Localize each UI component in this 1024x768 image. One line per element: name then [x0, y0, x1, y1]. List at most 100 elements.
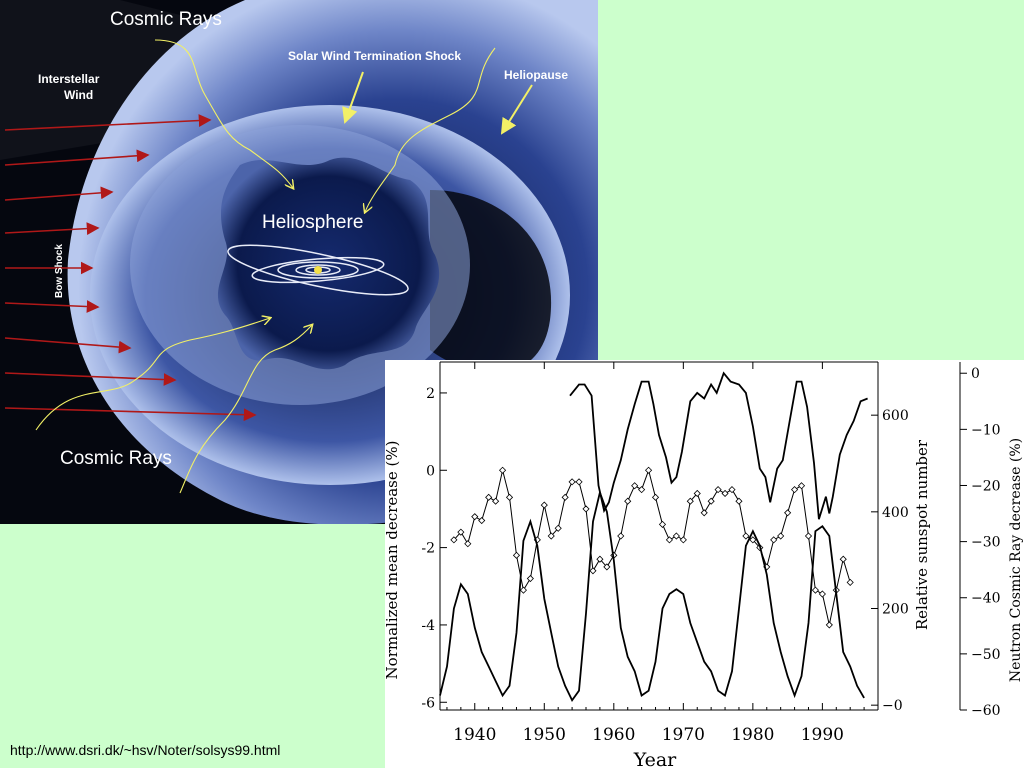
series-2-point — [686, 497, 694, 505]
series-2-point — [464, 540, 472, 548]
series-2-point — [617, 532, 625, 540]
interstellar-label-line2: Wind — [64, 88, 93, 102]
sun-icon — [314, 266, 322, 274]
sunspot-axis-ticks: 600 400 200 −0 — [871, 408, 909, 714]
x-axis-label: Year — [633, 749, 677, 768]
series-2-point — [791, 486, 799, 494]
solar-cycle-chart: 1940 1950 1960 1970 1980 1990 2 0 -2 -4 -6 600 400… — [385, 360, 1024, 768]
series-2-point — [554, 524, 562, 532]
series-2-point — [547, 532, 555, 540]
x-tick-label: 1940 — [453, 725, 496, 745]
series-2-point — [693, 489, 701, 498]
series-2-point — [505, 493, 514, 501]
sunspot-tick-label: 400 — [882, 505, 909, 521]
series-2-point — [471, 513, 479, 521]
series-2-point — [728, 486, 736, 494]
series-2-point — [526, 574, 534, 583]
series-2-point — [846, 578, 854, 586]
x-tick-label: 1990 — [801, 725, 844, 745]
neutron-tick-label: −30 — [971, 535, 1001, 551]
cosmic-rays-top-label: Cosmic Rays — [110, 9, 222, 30]
series-2-point — [818, 590, 826, 598]
series-2-point — [603, 563, 611, 571]
series-2-point — [589, 567, 597, 575]
series-2-point — [624, 497, 632, 505]
neutron-tick-label: −40 — [971, 591, 1001, 607]
series-2-point — [568, 478, 576, 486]
x-tick-label: 1980 — [731, 725, 774, 745]
series-2-line — [453, 468, 851, 626]
series-2-point — [651, 493, 660, 501]
series-2-point — [784, 509, 792, 517]
series-2-point — [770, 536, 778, 544]
chart-canvas: 1940 1950 1960 1970 1980 1990 2 0 -2 -4 -6 600 400… — [385, 361, 1024, 768]
series-2-point — [672, 532, 680, 540]
series-2-point — [804, 532, 813, 540]
series-2-point — [811, 586, 819, 594]
neutron-tick-label: −60 — [971, 703, 1001, 719]
series-layer — [439, 371, 868, 703]
series-2-point — [839, 555, 847, 563]
sunspot-tick-label: 200 — [882, 602, 909, 618]
cosmic-ray-paths — [35, 39, 496, 494]
series-2-point — [631, 482, 639, 490]
neutron-tick-label: 0 — [971, 366, 980, 382]
left-tick-label: 2 — [426, 386, 435, 402]
series-1-line — [569, 371, 868, 520]
series-2-point — [700, 509, 708, 517]
left-tick-label: 0 — [426, 463, 435, 479]
series-2-point — [478, 516, 486, 525]
heliosphere-core — [217, 157, 440, 370]
interstellar-wind-arrows — [4, 114, 257, 422]
solar-system-orbits — [227, 244, 409, 296]
plot-frame — [439, 361, 961, 711]
series-2-point — [499, 466, 507, 474]
series-2-point — [457, 528, 465, 536]
neutron-tick-label: −20 — [971, 478, 1001, 494]
series-2-point — [679, 536, 687, 544]
left-axis-label: Normalized mean decrease (%) — [385, 441, 401, 680]
series-2-point — [540, 501, 548, 509]
series-2-point — [721, 489, 729, 498]
sunspot-axis-label: Relative sunspot number — [913, 439, 931, 630]
series-2-point — [749, 536, 757, 544]
neutron-axis-ticks: 0 −10 −20 −30 −40 −50 −60 — [960, 366, 1001, 719]
series-2-point — [561, 493, 569, 501]
heliosphere-illustration: Cosmic Rays Interstellar Wind Solar Wind… — [0, 0, 598, 524]
series-2-point — [645, 466, 653, 474]
series-2-point — [797, 482, 806, 490]
series-2-point — [519, 586, 527, 594]
series-2-point — [825, 621, 833, 629]
series-2-point — [658, 520, 667, 528]
heliosphere-diagram: Cosmic Rays Interstellar Wind Solar Wind… — [0, 0, 598, 524]
x-tick-label: 1970 — [662, 725, 705, 745]
series-2-point — [777, 532, 785, 540]
series-2-point — [596, 555, 604, 563]
neutron-tick-label: −10 — [971, 422, 1001, 438]
series-3-line — [439, 489, 865, 703]
left-tick-label: -2 — [421, 541, 435, 557]
series-2-point — [638, 486, 646, 494]
heliosphere-label: Heliosphere — [262, 212, 363, 233]
bow-shock-label: Bow Shock — [54, 244, 65, 298]
left-tick-label: -4 — [421, 618, 435, 634]
left-tick-label: -6 — [421, 695, 435, 711]
sunspot-tick-label: −0 — [882, 698, 903, 714]
neutron-tick-label: −50 — [971, 647, 1001, 663]
series-2-point — [742, 532, 750, 540]
series-2-point — [485, 493, 493, 501]
heliopause-label: Heliopause — [504, 68, 568, 82]
source-url: http://www.dsri.dk/~hsv/Noter/solsys99.h… — [10, 742, 281, 758]
label-pointers — [342, 71, 533, 135]
series-2-point — [714, 486, 722, 494]
interstellar-label-line1: Interstellar — [38, 72, 100, 86]
series-2-point — [665, 536, 673, 544]
series-2-point — [707, 497, 715, 505]
series-2-point — [492, 497, 500, 505]
cosmic-rays-bottom-label: Cosmic Rays — [60, 448, 172, 469]
x-tick-label: 1950 — [523, 725, 566, 745]
neutron-axis-label: Neutron Cosmic Ray decrease (%) — [1008, 438, 1024, 682]
x-tick-label: 1960 — [592, 725, 635, 745]
sunspot-tick-label: 600 — [882, 408, 909, 424]
series-2-point — [582, 505, 590, 513]
